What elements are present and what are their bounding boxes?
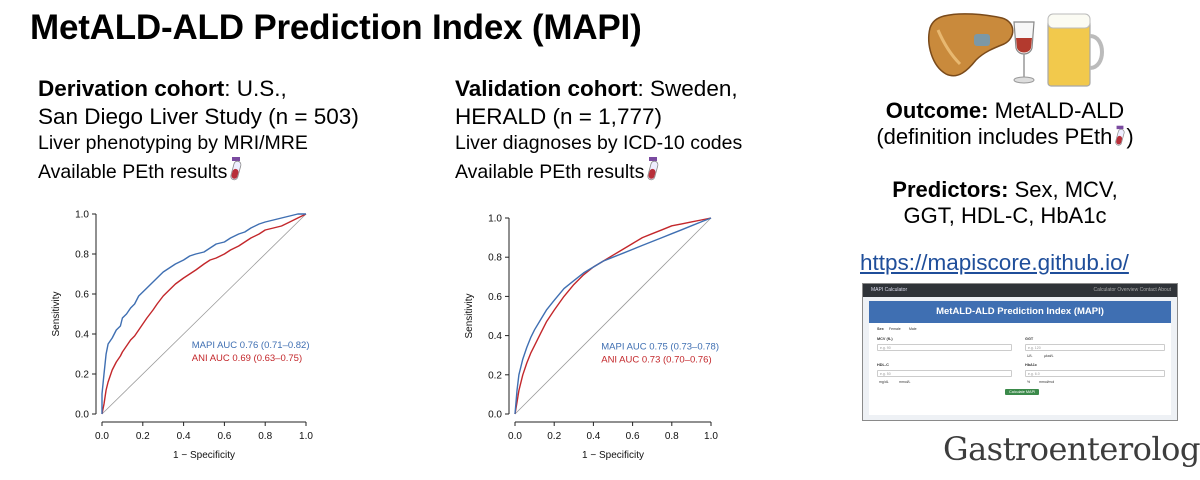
derivation-phenotyping: Liver phenotyping by MRI/MRE — [38, 132, 308, 154]
outcome-value: MetALD-ALD — [988, 98, 1125, 123]
hba1c-unit-percent[interactable]: % — [1027, 380, 1031, 384]
y-tick-label: 1.0 — [75, 210, 89, 221]
ggt-label: GGT — [1025, 337, 1034, 341]
calculate-button[interactable]: Calculate MAPI — [1005, 389, 1040, 395]
sex-label: Sex — [877, 327, 884, 331]
mapi-score-link[interactable]: https://mapiscore.github.io/ — [860, 250, 1129, 275]
reference-diagonal — [514, 217, 712, 415]
ani-roc-curve — [101, 213, 307, 415]
y-tick-label: 0.2 — [75, 370, 89, 381]
y-tick-label: 0.0 — [75, 410, 89, 421]
hdl-input[interactable]: e.g. 50 — [877, 370, 1012, 377]
hdl-unit-mgdl[interactable]: mg/dL — [879, 380, 889, 384]
x-tick-label: 0.4 — [177, 431, 191, 442]
validation-roc-chart: 0.0 0.0 0.2 0.2 0.4 0.4 0.6 0.6 0.8 0.8 1.0 1.0 1 − … — [464, 214, 719, 462]
hba1c-label: HbA1c — [1025, 363, 1038, 367]
hdl-unit-mmol[interactable]: mmol/L — [899, 380, 911, 384]
ggt-unit-ul[interactable]: U/L — [1027, 354, 1033, 358]
calculator-nav-title: MAPI Calculator — [871, 287, 908, 293]
validation-label: Validation cohort — [455, 76, 638, 101]
y-tick-label: 0.4 — [488, 331, 502, 342]
x-tick-label: 0.8 — [258, 431, 272, 442]
x-tick-label: 1.0 — [299, 431, 313, 442]
ani-roc-curve — [514, 217, 712, 415]
calculator-screenshot: MAPI Calculator Calculator Overview Cont… — [862, 283, 1178, 421]
validation-peth: Available PEth results — [455, 161, 645, 183]
y-tick-label: 0.0 — [488, 410, 502, 421]
derivation-peth: Available PEth results — [38, 161, 228, 183]
validation-study: HERALD (n = 1,777) — [455, 104, 662, 129]
journal-logo: Gastroenterology — [943, 430, 1200, 468]
predictors-value: Sex, MCV, — [1008, 177, 1118, 202]
x-tick-label: 0.6 — [626, 431, 640, 442]
y-axis-label: Sensitivity — [51, 291, 62, 336]
validation-diagnoses: Liver diagnoses by ICD-10 codes — [455, 132, 743, 154]
calculator-navbar: MAPI Calculator Calculator Overview Cont… — [863, 284, 1177, 297]
x-tick-label: 0.2 — [547, 431, 561, 442]
x-axis-label: 1 − Specificity — [173, 450, 235, 461]
derivation-roc-chart: 0.0 0.0 0.2 0.2 0.4 0.4 0.6 0.6 0.8 0.8 1.0 1.0 1 − … — [51, 210, 313, 462]
ani-legend-label: ANI AUC 0.69 (0.63–0.75) — [192, 353, 302, 364]
outcome-definition-close: ) — [1126, 124, 1134, 149]
hdl-label: HDL-C — [877, 363, 889, 367]
derivation-country: : U.S., — [224, 76, 287, 101]
calculator-heading: MetALD-ALD Prediction Index (MAPI) — [869, 301, 1171, 323]
mapi-roc-curve — [514, 217, 712, 415]
blood-tube-icon — [1114, 124, 1126, 154]
y-tick-label: 0.2 — [488, 370, 502, 381]
validation-country: : Sweden, — [637, 76, 738, 101]
derivation-label: Derivation cohort — [38, 76, 225, 101]
x-tick-label: 0.6 — [217, 431, 231, 442]
calculator-card: MetALD-ALD Prediction Index (MAPI) Sex F… — [869, 301, 1171, 415]
y-axis-label: Sensitivity — [464, 293, 475, 338]
slide-title: MetALD-ALD Prediction Index (MAPI) — [30, 8, 642, 47]
sex-option-male[interactable]: Male — [909, 327, 917, 331]
hba1c-unit-mmolmol[interactable]: mmol/mol — [1039, 380, 1055, 384]
mcv-input[interactable]: e.g. 90 — [877, 344, 1012, 351]
y-tick-label: 0.6 — [75, 290, 89, 301]
outcome-text: Outcome: MetALD-ALD (definition includes… — [840, 98, 1170, 154]
outcome-definition: (definition includes PEth — [876, 124, 1113, 149]
hba1c-input[interactable]: e.g. 6.0 — [1025, 370, 1165, 377]
predictors-list: GGT, HDL-C, HbA1c — [903, 203, 1107, 228]
calculator-nav-links: Calculator Overview Contact About — [1093, 287, 1171, 293]
outcome-label: Outcome: — [885, 98, 989, 123]
ani-legend-label: ANI AUC 0.73 (0.70–0.76) — [601, 354, 711, 365]
liver-and-beer-illustration — [924, 4, 1114, 97]
y-tick-label: 1.0 — [488, 214, 502, 225]
blood-tube-icon — [646, 156, 660, 189]
y-tick-label: 0.8 — [488, 253, 502, 264]
x-axis-label: 1 − Specificity — [582, 450, 644, 461]
predictors-text: Predictors: Sex, MCV, GGT, HDL-C, HbA1c — [840, 177, 1170, 229]
sex-option-female[interactable]: Female — [889, 327, 901, 331]
ggt-input[interactable]: e.g. 120 — [1025, 344, 1165, 351]
ggt-unit-ukat[interactable]: µkat/L — [1044, 354, 1054, 358]
x-tick-label: 0.4 — [586, 431, 600, 442]
y-tick-label: 0.4 — [75, 330, 89, 341]
mapi-legend-label: MAPI AUC 0.75 (0.73–0.78) — [601, 341, 719, 352]
x-tick-label: 1.0 — [704, 431, 718, 442]
mapi-legend-label: MAPI AUC 0.76 (0.71–0.82) — [192, 340, 310, 351]
derivation-cohort: Derivation cohort: U.S., San Diego Liver… — [38, 75, 359, 189]
blood-tube-icon — [229, 156, 243, 189]
derivation-study: San Diego Liver Study (n = 503) — [38, 104, 359, 129]
mcv-label: MCV (fL) — [877, 337, 893, 341]
x-tick-label: 0.2 — [136, 431, 150, 442]
reference-diagonal — [101, 213, 307, 415]
x-tick-label: 0.0 — [508, 431, 522, 442]
y-tick-label: 0.8 — [75, 250, 89, 261]
predictors-label: Predictors: — [892, 177, 1009, 202]
mapi-roc-curve — [101, 213, 306, 414]
validation-cohort: Validation cohort: Sweden, HERALD (n = 1… — [455, 75, 742, 189]
x-tick-label: 0.0 — [95, 431, 109, 442]
x-tick-label: 0.8 — [665, 431, 679, 442]
y-tick-label: 0.6 — [488, 292, 502, 303]
